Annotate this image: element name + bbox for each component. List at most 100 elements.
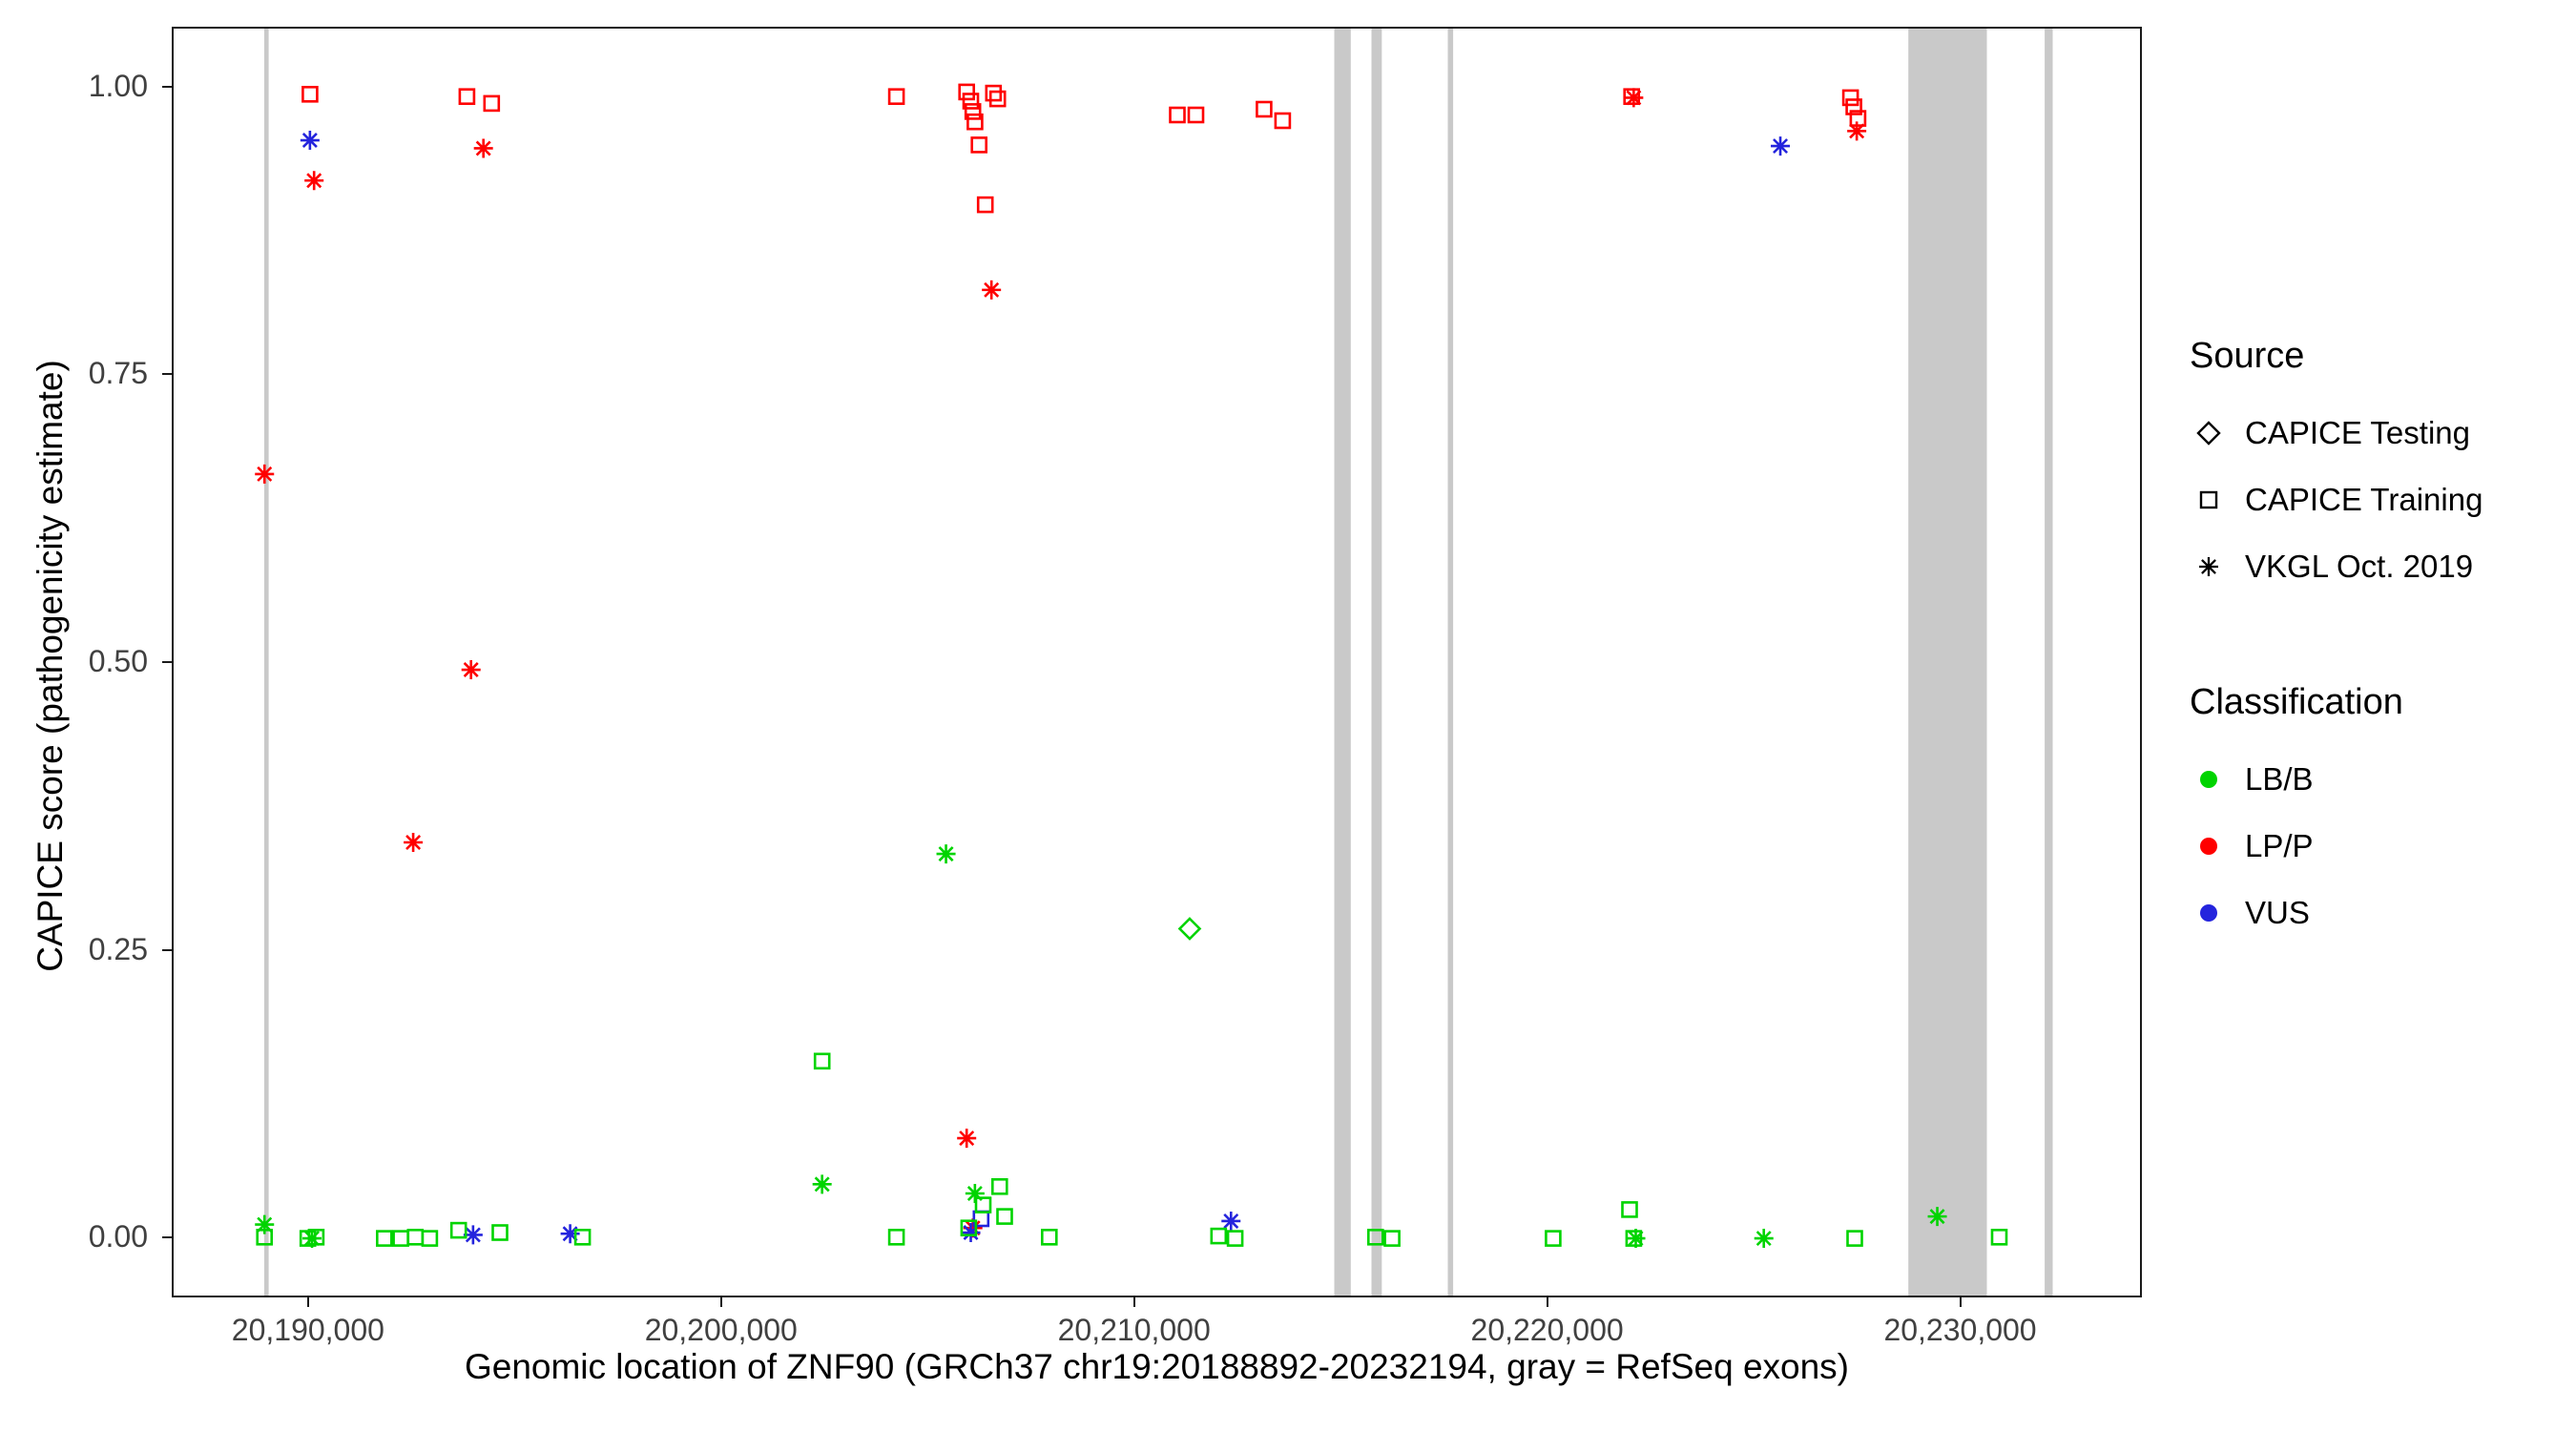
data-point-square (985, 84, 1003, 102)
x-tick-label: 20,200,000 (644, 1313, 798, 1347)
circle-icon (2200, 838, 2217, 855)
data-point-asterisk (812, 1174, 832, 1194)
data-point-square (813, 1052, 831, 1070)
data-point-square (887, 88, 905, 106)
data-point-square (958, 83, 976, 101)
data-point-square (988, 90, 1007, 108)
data-point-asterisk (965, 1184, 985, 1203)
y-tick-label: 0.50 (88, 644, 148, 678)
data-point-square (1545, 1230, 1562, 1247)
data-point-square (256, 1229, 273, 1246)
circle-icon (2200, 904, 2217, 922)
data-point-square (1274, 112, 1292, 130)
data-point-square (1040, 1229, 1058, 1246)
x-tick-mark (1132, 1297, 1135, 1307)
data-point-square (1226, 1230, 1244, 1247)
data-point-asterisk (1624, 88, 1644, 108)
data-point-square (376, 1230, 393, 1247)
y-tick-mark (162, 661, 172, 663)
data-point-square (1169, 106, 1186, 124)
data-point-square (392, 1230, 409, 1247)
legend-item-lbb: LB/B (2190, 746, 2571, 813)
x-tick-label: 20,210,000 (1057, 1313, 1211, 1347)
x-tick-label: 20,220,000 (1470, 1313, 1624, 1347)
data-point-asterisk (961, 1223, 981, 1243)
data-point-asterisk (1626, 1229, 1646, 1249)
data-point-asterisk (1754, 1229, 1774, 1249)
square-icon (2199, 490, 2218, 509)
data-point-square (964, 103, 982, 120)
data-point-square (1367, 1229, 1384, 1246)
y-tick-label: 0.25 (88, 931, 148, 966)
data-point-asterisk (300, 131, 320, 151)
data-point-square (406, 1229, 425, 1246)
data-point-square (1990, 1229, 2008, 1246)
y-tick-mark (162, 373, 172, 376)
x-tick-label: 20,190,000 (231, 1313, 384, 1347)
data-point-square (962, 93, 980, 110)
y-tick-mark (162, 1236, 172, 1239)
data-point-diamond (1177, 917, 1202, 941)
data-point-asterisk (1927, 1207, 1947, 1227)
legend-source-group: Source CAPICE Testing CAPICE Training VK… (2190, 336, 2571, 600)
legend-item-label: LB/B (2245, 761, 2314, 797)
data-point-square (887, 1229, 905, 1246)
refseq-exon-band (1334, 29, 1351, 1296)
x-axis-title: Genomic location of ZNF90 (GRCh37 chr19:… (464, 1347, 1850, 1386)
legend-item-capice-testing: CAPICE Testing (2190, 400, 2571, 467)
refseq-exon-band (1447, 29, 1454, 1296)
legend-item-label: VKGL Oct. 2019 (2245, 549, 2474, 584)
legend-item-lpp: LP/P (2190, 813, 2571, 880)
data-point-square (1846, 1230, 1863, 1247)
data-point-asterisk (404, 833, 424, 853)
refseq-exon-band (263, 29, 269, 1296)
data-point-square (1210, 1227, 1228, 1245)
data-point-asterisk (473, 138, 493, 158)
data-point-square (1621, 1201, 1638, 1218)
y-tick-label: 0.75 (88, 356, 148, 391)
data-point-asterisk (963, 1218, 983, 1238)
plot-canvas (255, 29, 2053, 1296)
data-point-asterisk (304, 171, 324, 191)
x-tick-mark (1959, 1297, 1962, 1307)
diamond-icon (2196, 421, 2221, 446)
data-point-asterisk (1847, 121, 1867, 141)
data-point-square (1256, 100, 1273, 118)
legend-source-title: Source (2190, 336, 2305, 376)
data-point-square (483, 94, 501, 113)
data-point-square (996, 1208, 1013, 1225)
legend: Source CAPICE Testing CAPICE Training VK… (2190, 336, 2571, 946)
data-point-square (990, 1178, 1008, 1195)
data-point-square (960, 1219, 978, 1236)
data-point-asterisk (302, 1229, 322, 1249)
data-point-asterisk (255, 1214, 275, 1234)
refseq-exon-band (2045, 29, 2053, 1296)
data-point-asterisk (1771, 136, 1791, 156)
legend-item-label: CAPICE Training (2245, 482, 2483, 517)
data-point-square (974, 1196, 992, 1213)
y-tick-mark (162, 85, 172, 88)
legend-item-label: CAPICE Testing (2245, 415, 2470, 450)
data-point-square (1383, 1230, 1401, 1247)
data-point-square (307, 1229, 325, 1246)
data-point-square (1841, 89, 1859, 107)
data-point-square (573, 1229, 592, 1246)
data-point-square (491, 1224, 509, 1241)
data-point-asterisk (461, 660, 481, 680)
legend-item-capice-training: CAPICE Training (2190, 467, 2571, 533)
x-tick-mark (306, 1297, 309, 1307)
data-point-square (301, 85, 319, 103)
data-point-square (449, 1221, 467, 1239)
y-tick-label: 0.00 (88, 1219, 148, 1255)
y-tick-mark (162, 948, 172, 951)
legend-classification-title: Classification (2190, 682, 2403, 722)
asterisk-icon (2199, 557, 2218, 576)
data-point-square (966, 113, 984, 131)
data-point-asterisk (936, 844, 956, 864)
x-tick-label: 20,230,000 (1883, 1313, 2037, 1347)
legend-item-label: LP/P (2245, 828, 2314, 863)
data-point-asterisk (463, 1225, 483, 1245)
data-point-asterisk (982, 280, 1002, 300)
legend-item-vus: VUS (2190, 880, 2571, 946)
